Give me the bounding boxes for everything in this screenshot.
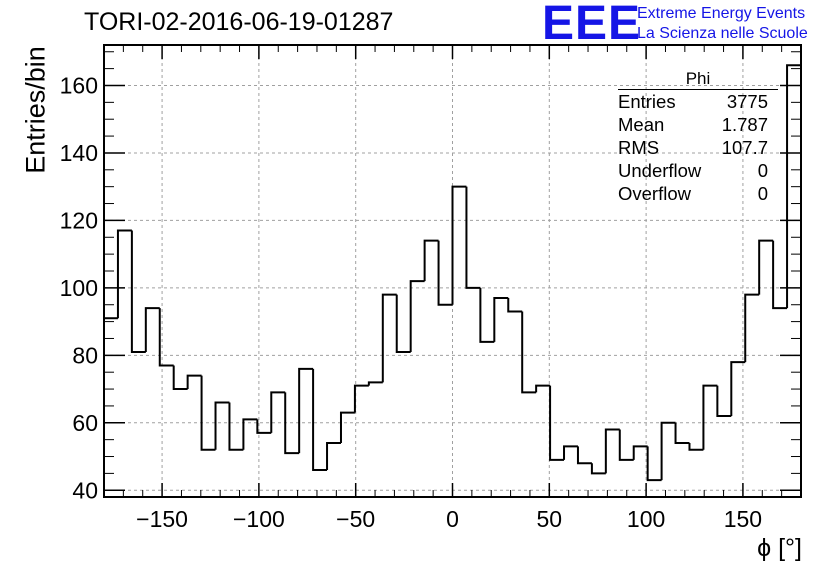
histogram-bin <box>130 230 146 353</box>
stats-label: Mean <box>618 114 665 135</box>
histogram-bin <box>116 229 132 319</box>
histogram-bins <box>104 64 801 482</box>
histogram-bin <box>437 240 453 306</box>
histogram-bin <box>270 391 286 433</box>
histogram-bin <box>186 374 202 390</box>
eee-logo-text: Extreme Energy Events La Scienza nelle S… <box>637 4 808 44</box>
histogram-bin <box>256 419 272 434</box>
x-tick-label: 0 <box>446 506 459 532</box>
histogram-bin <box>423 239 439 282</box>
stats-value: 0 <box>757 183 768 204</box>
stats-value: 1.787 <box>721 114 768 135</box>
histogram-bin <box>730 361 746 417</box>
histogram-bin <box>758 239 774 295</box>
histogram-bin <box>521 311 537 394</box>
stats-label: Underflow <box>618 160 702 181</box>
histogram-bin <box>409 280 425 352</box>
stats-box-title: Phi <box>618 68 778 90</box>
histogram-bin <box>451 185 467 305</box>
histogram-bin <box>702 384 718 450</box>
histogram-bin <box>535 384 551 393</box>
y-tick-label: 40 <box>72 477 98 503</box>
histogram-bin <box>576 446 592 465</box>
eee-logo-mark: EEE <box>542 0 642 50</box>
x-tick-label: −50 <box>336 506 375 532</box>
histogram-bin <box>590 463 606 475</box>
histogram-bin <box>786 64 801 309</box>
histogram-bin <box>479 287 495 343</box>
histogram-bin <box>242 418 258 450</box>
histogram-bin <box>172 365 188 391</box>
y-tick-label: 160 <box>60 72 98 98</box>
y-tick-label: 120 <box>60 207 98 233</box>
x-tick-label: −100 <box>233 506 285 532</box>
histogram-bin <box>493 296 509 342</box>
stats-row-underflow: Underflow 0 <box>610 159 778 182</box>
histogram-bin <box>688 443 704 451</box>
histogram-bin <box>744 293 760 363</box>
x-tick-label: 150 <box>724 506 762 532</box>
chart-title: TORI-02-2016-06-19-01287 <box>84 8 394 36</box>
x-tick-label: 100 <box>627 506 665 532</box>
x-axis-label: ϕ [°] <box>757 534 802 562</box>
histogram-bin <box>549 385 565 461</box>
histogram-bin <box>298 367 314 454</box>
stats-label: Overflow <box>618 183 691 204</box>
y-tick-label: 140 <box>60 140 98 166</box>
y-axis-label: Entries/bin <box>20 46 51 174</box>
histogram-bin <box>284 392 300 455</box>
y-tick-label: 80 <box>72 342 98 368</box>
histogram-bin <box>632 445 648 460</box>
histogram-bin <box>326 442 341 471</box>
histogram-bin <box>144 307 160 352</box>
stats-value: 0 <box>757 160 768 181</box>
histogram-bin <box>646 446 662 482</box>
histogram-bin <box>772 240 788 310</box>
stats-label: RMS <box>618 137 660 158</box>
histogram-bin <box>618 429 634 461</box>
stats-value: 3775 <box>726 91 768 112</box>
x-tick-label: −150 <box>136 506 188 532</box>
histogram-bin <box>604 428 620 474</box>
axis-ticks <box>103 45 802 497</box>
histogram-bin <box>158 308 174 367</box>
histogram-bin <box>465 186 481 289</box>
histogram-bin <box>395 294 411 353</box>
stats-row-entries: Entries 3775 <box>610 90 778 113</box>
histogram-bin <box>228 402 244 451</box>
histogram-bin <box>367 381 383 386</box>
stats-row-mean: Mean 1.787 <box>610 113 778 136</box>
y-tick-label: 100 <box>60 275 98 301</box>
histogram-bin <box>214 401 230 450</box>
histogram-bin <box>563 445 578 460</box>
stats-box: Phi Entries 3775 Mean 1.787 RMS 107.7 Un… <box>610 68 778 205</box>
stats-row-rms: RMS 107.7 <box>610 136 778 159</box>
histogram-bin <box>716 385 732 418</box>
histogram-bin <box>353 384 369 413</box>
histogram-bin <box>200 375 216 451</box>
stats-label: Entries <box>618 91 676 112</box>
histogram-bin <box>312 368 328 472</box>
axis-tick-labels: −150 −100 −50 0 50 100 150 40 60 80 100 120 140 160 <box>60 72 762 532</box>
logo-line-1: Extreme Energy Events <box>637 5 806 22</box>
histogram-bin <box>339 411 355 444</box>
logo-line-2: La Scienza nelle Scuole <box>637 25 808 42</box>
y-tick-label: 60 <box>72 410 98 436</box>
histogram-bin <box>660 421 676 481</box>
histogram-bin <box>674 422 690 445</box>
histogram-bin <box>507 297 523 313</box>
stats-row-overflow: Overflow 0 <box>610 182 778 205</box>
histogram-bin <box>381 293 397 383</box>
x-tick-label: 50 <box>537 506 563 532</box>
stats-value: 107.7 <box>721 137 768 158</box>
